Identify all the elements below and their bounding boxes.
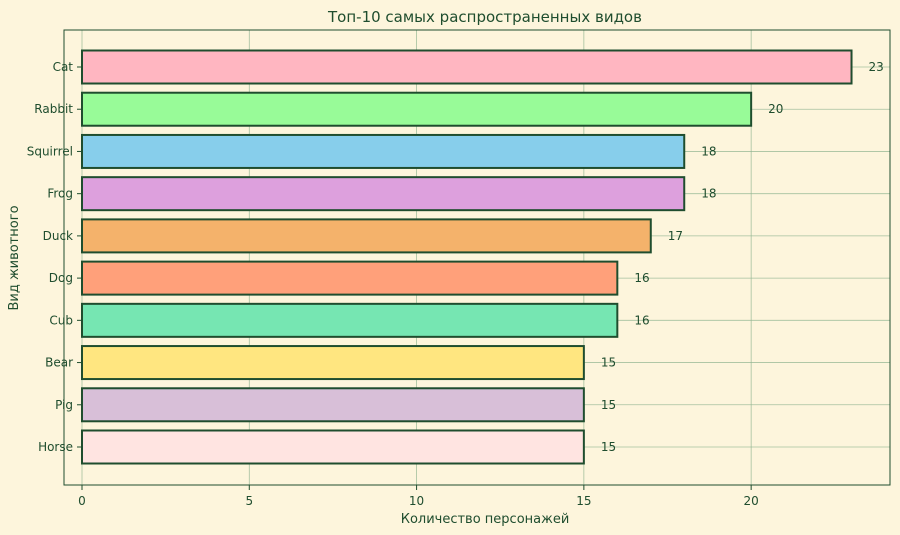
x-tick-label: 15 bbox=[576, 494, 591, 508]
chart-title: Топ-10 самых распространенных видов bbox=[327, 8, 642, 26]
bar-rabbit bbox=[81, 91, 753, 127]
x-tick-label: 20 bbox=[744, 494, 759, 508]
bar-frog bbox=[81, 176, 686, 212]
y-axis: Cat Rabbit Squirrel Frog Duck Dog Cub Bear Pig Ho… bbox=[27, 60, 82, 454]
x-tick-label: 0 bbox=[78, 494, 86, 508]
bar-duck bbox=[81, 218, 652, 254]
y-tick-label: Rabbit bbox=[34, 102, 73, 116]
bar-squirrel bbox=[81, 133, 686, 169]
y-tick-label: Frog bbox=[47, 187, 73, 201]
x-tick-label: 5 bbox=[245, 494, 253, 508]
data-label: 15 bbox=[601, 356, 616, 370]
y-tick-label: Bear bbox=[45, 356, 73, 370]
y-tick-label: Cat bbox=[53, 60, 74, 74]
y-tick-label: Dog bbox=[49, 271, 73, 285]
data-label: 23 bbox=[869, 60, 884, 74]
bar-horse bbox=[81, 429, 585, 465]
bar-bear bbox=[81, 345, 585, 381]
bar-pig bbox=[81, 387, 585, 423]
data-label: 15 bbox=[601, 440, 616, 454]
x-tick-label: 10 bbox=[409, 494, 424, 508]
y-tick-label: Horse bbox=[38, 440, 73, 454]
data-label: 18 bbox=[701, 144, 716, 158]
bar-dog bbox=[81, 260, 619, 296]
data-label: 20 bbox=[768, 102, 783, 116]
data-label: 17 bbox=[668, 229, 683, 243]
bar-cat bbox=[81, 49, 853, 85]
bar-cub bbox=[81, 302, 619, 338]
data-label: 16 bbox=[634, 271, 649, 285]
x-axis: 0 5 10 15 20 bbox=[64, 484, 890, 508]
y-tick-label: Squirrel bbox=[27, 144, 73, 158]
x-axis-label: Количество персонажей bbox=[401, 512, 570, 527]
y-tick-label: Duck bbox=[43, 229, 73, 243]
y-tick-label: Pig bbox=[55, 398, 73, 412]
y-axis-label: Вид животного bbox=[7, 205, 22, 310]
bars: 23 20 18 18 17 16 16 15 15 15 bbox=[81, 49, 884, 465]
y-tick-label: Cub bbox=[49, 313, 73, 327]
data-label: 18 bbox=[701, 187, 716, 201]
data-label: 16 bbox=[634, 313, 649, 327]
data-label: 15 bbox=[601, 398, 616, 412]
